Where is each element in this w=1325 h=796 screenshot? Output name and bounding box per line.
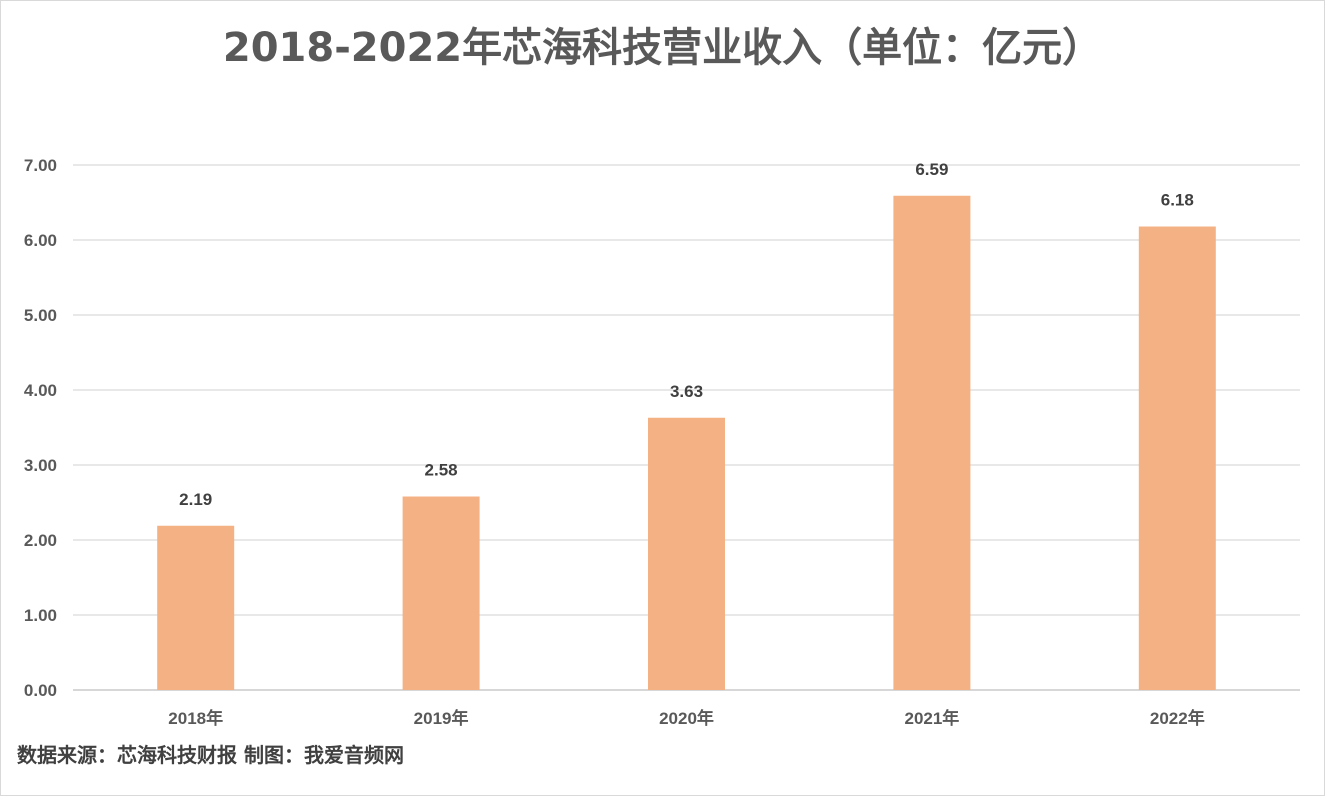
y-tick-label: 5.00 (24, 306, 57, 325)
bar (1138, 226, 1216, 690)
x-category-label: 2019年 (414, 708, 469, 728)
bar (157, 525, 235, 690)
bar (648, 417, 725, 690)
y-tick-label: 0.00 (24, 681, 57, 700)
bars (157, 195, 1216, 690)
y-tick-label: 2.00 (24, 531, 57, 550)
x-category-label: 2020年 (659, 708, 714, 728)
x-category-label: 2021年 (904, 708, 959, 728)
data-label: 3.63 (670, 382, 703, 401)
bar (402, 496, 480, 690)
y-tick-label: 3.00 (24, 456, 57, 475)
x-category-label: 2022年 (1150, 708, 1205, 728)
y-tick-label: 7.00 (24, 156, 57, 175)
y-tick-label: 1.00 (24, 606, 57, 625)
bar (893, 195, 971, 690)
chart-title: 2018-2022年芯海科技营业收入（单位：亿元） (222, 25, 1103, 71)
labels: 0.00 1.00 2.00 3.00 4.00 5.00 6.00 7.00 2.19 2018… (24, 156, 1205, 728)
data-label: 6.18 (1161, 191, 1194, 210)
source-note: 数据来源：芯海科技财报 制图：我爱音频网 (17, 743, 404, 767)
x-category-label: 2018年 (168, 708, 223, 728)
y-tick-label: 6.00 (24, 231, 57, 250)
data-label: 2.58 (425, 461, 458, 480)
data-label: 2.19 (179, 490, 212, 509)
data-label: 6.59 (915, 160, 948, 179)
y-tick-label: 4.00 (24, 381, 57, 400)
